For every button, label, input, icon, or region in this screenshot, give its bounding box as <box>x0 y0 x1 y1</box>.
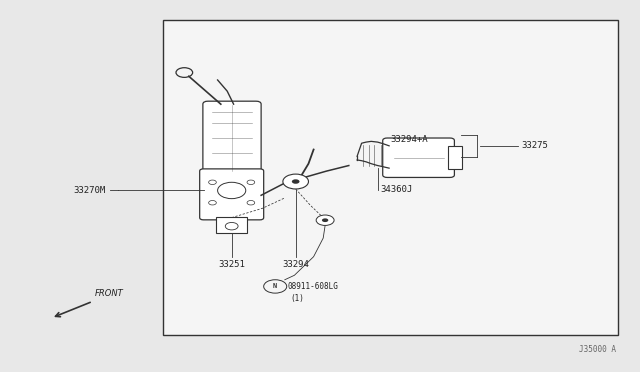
Bar <box>163 20 618 335</box>
Text: 33251: 33251 <box>218 260 245 269</box>
FancyBboxPatch shape <box>200 169 264 220</box>
Text: 08911-608LG: 08911-608LG <box>288 282 339 291</box>
Circle shape <box>292 179 300 184</box>
Text: J35000 A: J35000 A <box>579 345 616 354</box>
Text: FRONT: FRONT <box>95 289 124 298</box>
Text: 34360J: 34360J <box>380 185 412 194</box>
Circle shape <box>283 174 308 189</box>
FancyBboxPatch shape <box>383 138 454 177</box>
Text: 33294+A: 33294+A <box>390 135 428 144</box>
Circle shape <box>322 218 328 222</box>
Text: (1): (1) <box>291 294 305 303</box>
Text: 33294: 33294 <box>282 260 309 269</box>
Bar <box>216 217 247 232</box>
Circle shape <box>316 215 334 225</box>
Bar <box>448 146 462 169</box>
FancyBboxPatch shape <box>203 101 261 176</box>
Text: N: N <box>273 283 277 289</box>
Text: 33275: 33275 <box>522 141 548 150</box>
Text: 33270M: 33270M <box>74 186 106 195</box>
